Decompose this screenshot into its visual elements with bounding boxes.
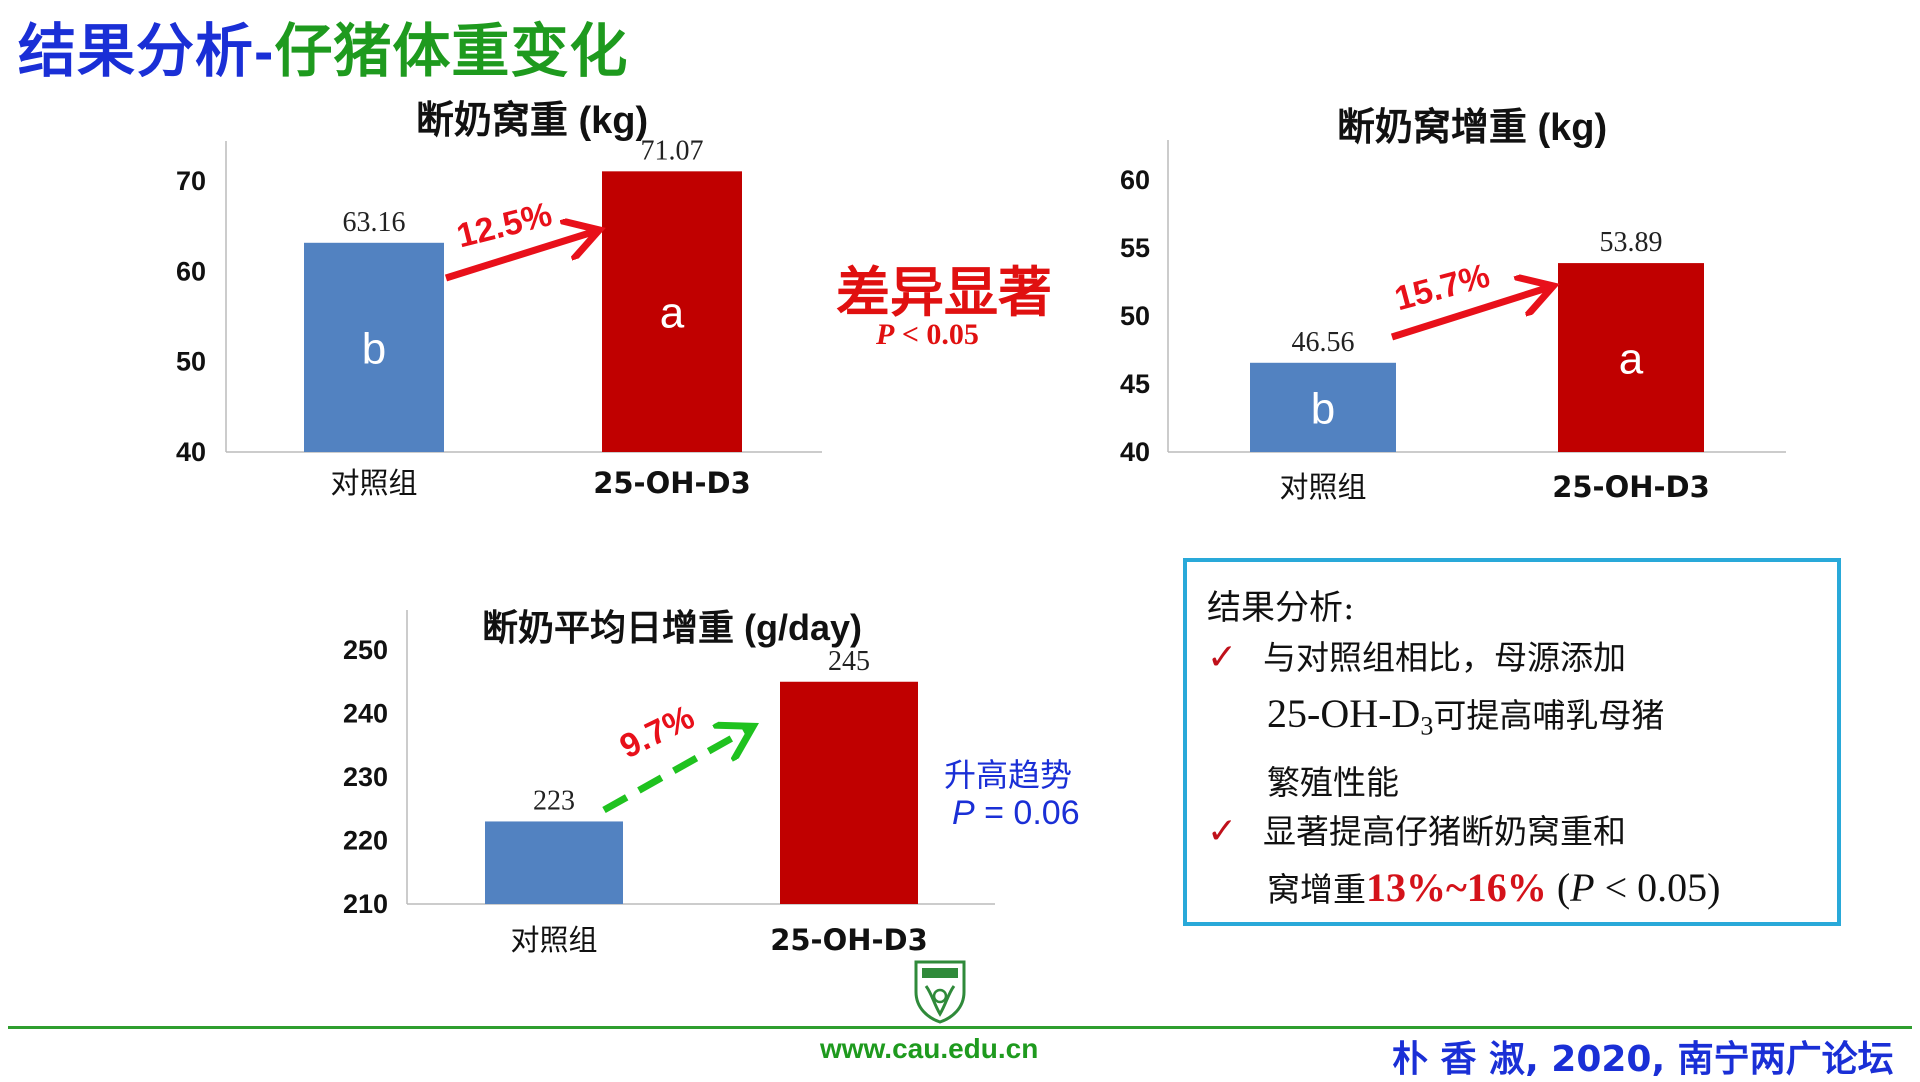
check-mark-icon: ✓ — [1207, 637, 1238, 678]
result-item-1-line-2-rest: 可提高哺乳母猪 — [1433, 696, 1665, 735]
chart-title: 断奶窝重 (kg) — [416, 100, 648, 142]
category-label: 25-OH-D3 — [1552, 470, 1710, 504]
significance-letter: b — [1311, 384, 1335, 433]
check-mark-icon: ✓ — [1207, 811, 1238, 852]
result-item-2-paren-open: ( — [1546, 865, 1571, 910]
significance-letter: b — [362, 324, 386, 373]
trend-p-value: P = 0.06 — [952, 794, 1080, 833]
result-item-2-line-2-start: 窝增重 — [1267, 870, 1366, 909]
bar-treatment — [602, 171, 742, 452]
y-tick-label: 40 — [176, 437, 206, 467]
bar-control — [485, 821, 623, 904]
slide-title-part2: 仔猪体重变化 — [274, 19, 629, 84]
bar-control — [304, 242, 444, 452]
data-label: 245 — [828, 646, 870, 677]
result-item-2-line-2: 窝增重13%~16% (P < 0.05) — [1207, 860, 1720, 918]
category-label: 对照组 — [510, 923, 597, 957]
category-label: 25-OH-D3 — [770, 923, 928, 957]
result-item-2-highlight: 13%~16% — [1366, 865, 1547, 910]
slide-title: 结果分析-仔猪体重变化 — [18, 4, 628, 88]
significance-letter: a — [660, 289, 685, 338]
y-tick-label: 60 — [1120, 165, 1150, 195]
trend-p-symbol: P — [952, 794, 975, 832]
result-box-title: 结果分析: — [1207, 588, 1355, 628]
trend-p-rest: = 0.06 — [974, 794, 1080, 832]
increase-label: 9.7% — [614, 698, 700, 766]
footer-credit: 朴 香 淑, 2020, 南宁两广论坛 — [1392, 1039, 1894, 1080]
trend-label: 升高趋势 — [944, 756, 1073, 794]
result-item-1: ✓ 与对照组相比，母源添加 25-OH-D3可提高哺乳母猪 繁殖性能 — [1207, 630, 1664, 811]
y-tick-label: 230 — [343, 762, 388, 792]
bar-control — [1250, 362, 1396, 452]
result-item-1-line-1: 与对照组相比，母源添加 — [1263, 638, 1626, 677]
result-item-2-p-rest: < 0.05) — [1594, 865, 1721, 910]
result-item-1-line-3: 繁殖性能 — [1267, 762, 1399, 802]
y-tick-label: 45 — [1120, 369, 1150, 399]
data-label: 46.56 — [1292, 327, 1355, 358]
data-label: 71.07 — [641, 135, 704, 166]
significance-p-value: P < 0.05 — [876, 318, 979, 352]
y-tick-label: 220 — [343, 826, 388, 856]
result-item-2-p-symbol: P — [1570, 865, 1595, 910]
category-label: 对照组 — [1279, 470, 1366, 504]
y-tick-label: 240 — [343, 699, 388, 729]
bar-treatment — [780, 681, 918, 904]
y-tick-label: 60 — [176, 256, 206, 286]
data-label: 53.89 — [1600, 227, 1663, 258]
chart-title: 断奶平均日增重 (g/day) — [482, 607, 862, 648]
result-item-1-compound: 25-OH-D — [1267, 691, 1421, 736]
y-tick-label: 210 — [343, 889, 388, 919]
slide-title-part1: 结果分析- — [18, 19, 275, 84]
university-shield-icon — [914, 960, 966, 1024]
footer-url[interactable]: www.cau.edu.cn — [820, 1033, 1039, 1064]
significance-label: 差异显著 — [836, 261, 1052, 324]
result-item-1-line-2: 25-OH-D3可提高哺乳母猪 — [1207, 686, 1664, 755]
result-item-2-line-1: 显著提高仔猪断奶窝重和 — [1263, 812, 1626, 851]
data-label: 223 — [533, 785, 575, 816]
significance-p-rest: < 0.05 — [894, 318, 979, 351]
significance-p-symbol: P — [876, 318, 895, 351]
y-tick-label: 50 — [176, 347, 206, 377]
bar-treatment — [1558, 263, 1704, 452]
y-tick-label: 40 — [1120, 437, 1150, 467]
category-label: 25-OH-D3 — [593, 466, 751, 500]
increase-arrow — [444, 231, 596, 282]
result-analysis-box: 结果分析: ✓ 与对照组相比，母源添加 25-OH-D3可提高哺乳母猪 繁殖性能 … — [1183, 558, 1841, 926]
y-tick-label: 70 — [176, 166, 206, 196]
y-tick-label: 55 — [1120, 233, 1150, 263]
result-item-1-compound-sub: 3 — [1420, 711, 1434, 741]
significance-letter: a — [1619, 335, 1644, 384]
footer-divider — [8, 1026, 1912, 1029]
y-tick-label: 50 — [1120, 301, 1150, 331]
result-item-2: ✓ 显著提高仔猪断奶窝重和 窝增重13%~16% (P < 0.05) — [1207, 804, 1720, 918]
increase-arrow — [1390, 287, 1550, 341]
chart-title: 断奶窝增重 (kg) — [1337, 107, 1607, 149]
trend-arrow — [602, 728, 750, 814]
data-label: 63.16 — [343, 207, 406, 238]
y-tick-label: 250 — [343, 635, 388, 665]
category-label: 对照组 — [330, 466, 417, 500]
